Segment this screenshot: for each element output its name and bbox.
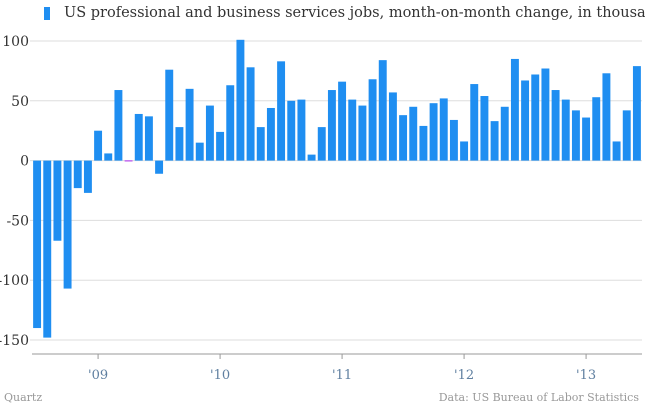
grid-lines xyxy=(30,40,642,341)
bar xyxy=(480,96,489,161)
chart-legend: US professional and business services jo… xyxy=(44,4,645,22)
bar xyxy=(53,160,62,241)
x-tick-label: '13 xyxy=(576,368,596,383)
bar xyxy=(185,88,194,161)
bar xyxy=(388,92,397,161)
bar xyxy=(104,153,113,161)
bar xyxy=(165,69,174,161)
axes: 100 50 0 -50 -100 -150 '09 '10 '11 '12 '13 xyxy=(0,34,642,383)
bar xyxy=(297,99,306,161)
bar xyxy=(114,90,123,161)
bar xyxy=(571,110,580,161)
bar xyxy=(632,66,641,161)
bar xyxy=(124,160,133,162)
y-tick-label: -100 xyxy=(0,273,29,289)
y-tick-label: 0 xyxy=(20,154,29,170)
bar xyxy=(266,107,275,161)
bar xyxy=(63,160,72,289)
bar xyxy=(510,58,519,161)
bar xyxy=(155,160,164,174)
bar xyxy=(490,121,499,161)
bar xyxy=(439,98,448,161)
bar xyxy=(409,106,418,161)
bar xyxy=(216,131,225,161)
bars xyxy=(33,39,641,338)
bar xyxy=(521,80,530,161)
legend-swatch xyxy=(44,6,50,20)
bar xyxy=(378,60,387,161)
y-tick-label: 100 xyxy=(2,34,29,50)
x-tick-label: '12 xyxy=(454,368,474,383)
bar xyxy=(144,116,153,161)
bar xyxy=(602,73,611,161)
bar xyxy=(277,61,286,161)
bar xyxy=(541,68,550,161)
bar xyxy=(205,105,214,161)
bar xyxy=(307,154,316,161)
bar xyxy=(327,90,336,161)
bar xyxy=(592,97,601,161)
bar xyxy=(500,106,509,161)
x-tick-label: '10 xyxy=(210,368,230,383)
bar xyxy=(551,90,560,161)
bar xyxy=(470,84,479,161)
bar xyxy=(561,99,570,161)
x-tick-label: '09 xyxy=(88,368,108,383)
bar xyxy=(236,39,245,161)
bar xyxy=(246,67,255,161)
bar xyxy=(449,119,458,161)
bar xyxy=(399,115,408,161)
bar xyxy=(622,110,631,161)
bar xyxy=(531,74,540,161)
x-tick-label: '11 xyxy=(332,368,352,383)
bar xyxy=(358,105,367,161)
bar xyxy=(73,160,82,189)
bar xyxy=(419,125,428,161)
bar xyxy=(175,127,184,161)
bar xyxy=(256,127,265,161)
y-tick-label: -150 xyxy=(0,333,29,349)
bar xyxy=(582,117,591,161)
bar xyxy=(134,113,143,161)
bar xyxy=(94,130,103,161)
bar xyxy=(195,142,204,161)
bar xyxy=(43,160,52,338)
bar xyxy=(612,141,621,161)
bar xyxy=(317,127,326,161)
footer-credit: Quartz xyxy=(4,391,43,404)
bar xyxy=(338,81,347,161)
y-tick-label: -50 xyxy=(6,213,29,229)
bar xyxy=(348,99,357,161)
bar xyxy=(460,141,469,161)
bar xyxy=(368,79,377,161)
legend-label: US professional and business services jo… xyxy=(64,5,645,21)
bar xyxy=(287,100,296,161)
footer-source: Data: US Bureau of Labor Statistics xyxy=(438,391,639,404)
y-tick-label: 50 xyxy=(11,94,29,110)
bar xyxy=(83,160,92,193)
bar xyxy=(33,160,42,329)
bar xyxy=(226,85,235,161)
bar xyxy=(429,103,438,161)
